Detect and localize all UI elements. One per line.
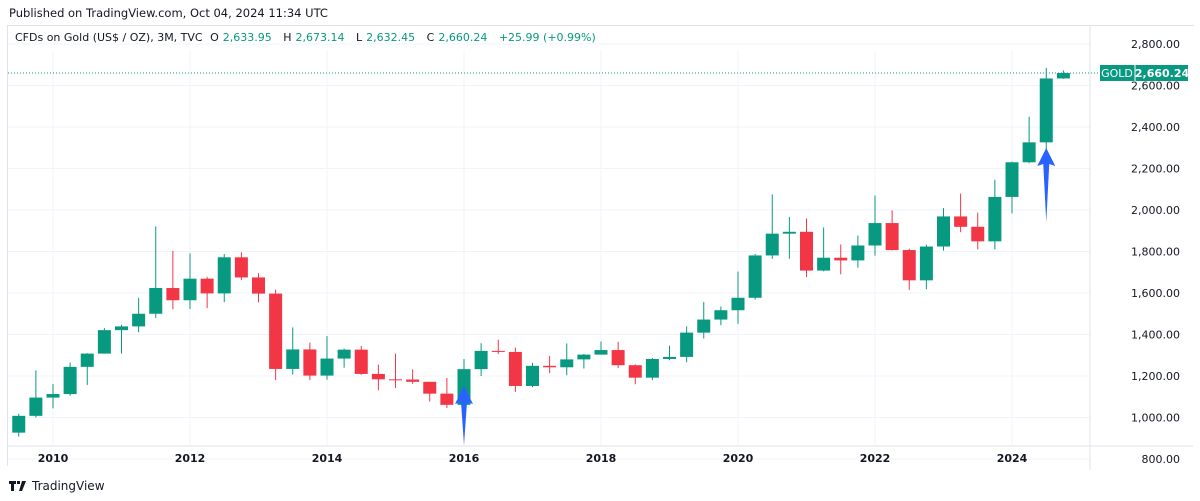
candle-body bbox=[834, 257, 848, 261]
candle-body bbox=[971, 226, 985, 242]
arrow-up-icon bbox=[455, 386, 473, 445]
y-tick-label: 2,600.00 bbox=[1131, 80, 1180, 93]
low-value: L 2,632.45 bbox=[356, 31, 416, 44]
arrow-up-icon bbox=[1037, 148, 1056, 222]
candle-body bbox=[628, 365, 642, 378]
price-tag bbox=[1100, 65, 1188, 82]
candle-body bbox=[817, 257, 831, 271]
y-tick-label: 1,000.00 bbox=[1131, 412, 1180, 425]
price-tag-value: 2,660.24 bbox=[1135, 67, 1190, 80]
x-tick-label: 2018 bbox=[586, 452, 617, 465]
x-tick-label: 2020 bbox=[723, 452, 754, 465]
candle-body bbox=[902, 250, 916, 281]
candle-body bbox=[354, 349, 368, 374]
candle-body bbox=[269, 293, 283, 369]
candle-body bbox=[166, 288, 180, 301]
candle-body bbox=[645, 358, 659, 378]
candle-body bbox=[714, 310, 728, 320]
candle-body bbox=[149, 288, 163, 314]
close-value: C 2,660.24 bbox=[426, 31, 488, 44]
y-tick-label: 1,800.00 bbox=[1131, 246, 1180, 259]
candle-body bbox=[252, 277, 265, 294]
y-tick-label: 1,400.00 bbox=[1131, 329, 1180, 342]
candle-body bbox=[1005, 162, 1019, 197]
candle-body bbox=[748, 255, 762, 298]
high-value: H 2,673.14 bbox=[283, 31, 345, 44]
x-tick-label: 2014 bbox=[312, 452, 343, 465]
candle-body bbox=[1039, 78, 1053, 143]
price-tag-symbol: GOLD bbox=[1101, 67, 1133, 80]
y-tick-label: 2,400.00 bbox=[1131, 121, 1180, 134]
symbol-title: CFDs on Gold (US$ / OZ), 3M, TVC bbox=[15, 31, 203, 44]
candle-body bbox=[389, 379, 402, 381]
candle-body bbox=[885, 223, 899, 251]
candle-body bbox=[919, 246, 933, 281]
candle-body bbox=[765, 233, 779, 256]
x-tick-label: 2010 bbox=[38, 452, 69, 465]
candle-body bbox=[234, 257, 248, 278]
candle-body bbox=[63, 366, 77, 395]
candle-body bbox=[46, 394, 60, 398]
candle-body bbox=[731, 297, 745, 311]
candle-body bbox=[800, 231, 813, 271]
candle-body bbox=[423, 381, 437, 394]
open-value: O 2,633.95 bbox=[210, 31, 272, 44]
candle-body bbox=[115, 326, 128, 331]
candle-body bbox=[680, 332, 694, 357]
candle-body bbox=[868, 223, 882, 246]
candle-body bbox=[594, 350, 608, 355]
x-tick-label: 2022 bbox=[860, 452, 891, 465]
candle-body bbox=[526, 365, 539, 386]
candle-body bbox=[183, 278, 197, 301]
candle-body bbox=[543, 365, 557, 368]
published-note: Published on TradingView.com, Oct 04, 20… bbox=[9, 6, 328, 20]
x-tick-label: 2012 bbox=[175, 452, 206, 465]
candle-body bbox=[663, 356, 676, 359]
candle-body bbox=[217, 257, 231, 294]
x-tick-label: 2024 bbox=[997, 452, 1028, 465]
candle-body bbox=[200, 278, 214, 294]
y-tick-label: 2,000.00 bbox=[1131, 204, 1180, 217]
candle-body bbox=[80, 353, 94, 367]
candle-body bbox=[937, 216, 950, 247]
candle-body bbox=[132, 313, 146, 327]
brand-name: TradingView bbox=[32, 479, 105, 493]
candle-body bbox=[29, 397, 43, 416]
candle-body bbox=[851, 245, 865, 261]
candle-body bbox=[697, 319, 711, 333]
y-tick-label: 800.00 bbox=[1142, 453, 1181, 466]
change-value: +25.99 (+0.99%) bbox=[498, 31, 596, 44]
candle-body bbox=[406, 379, 420, 382]
y-tick-label: 2,200.00 bbox=[1131, 163, 1180, 176]
candle-body bbox=[97, 330, 111, 354]
candle-body bbox=[12, 415, 26, 433]
candle-body bbox=[491, 350, 505, 352]
candle-body bbox=[954, 216, 968, 227]
candle-body bbox=[474, 350, 488, 370]
candle-body bbox=[320, 358, 334, 376]
candle-body bbox=[286, 349, 300, 369]
tradingview-logo-icon bbox=[9, 481, 26, 491]
candle-body bbox=[611, 350, 625, 366]
candle-body bbox=[988, 196, 1002, 242]
candle-body bbox=[577, 354, 591, 360]
candle-body bbox=[560, 359, 574, 368]
candle-body bbox=[371, 373, 385, 380]
candle-body bbox=[782, 231, 796, 234]
x-tick-label: 2016 bbox=[449, 452, 480, 465]
y-tick-label: 1,200.00 bbox=[1131, 370, 1180, 383]
chart-frame bbox=[7, 25, 1194, 466]
footer-brand: TradingView bbox=[9, 479, 105, 493]
candle-body bbox=[337, 349, 351, 359]
candle-body bbox=[303, 349, 317, 376]
candle-body bbox=[508, 351, 522, 386]
y-tick-label: 1,600.00 bbox=[1131, 287, 1180, 300]
symbol-legend: CFDs on Gold (US$ / OZ), 3M, TVC O 2,633.… bbox=[15, 31, 600, 44]
candle-body bbox=[440, 393, 454, 405]
y-tick-label: 2,800.00 bbox=[1131, 38, 1180, 51]
candle-body bbox=[1056, 73, 1070, 79]
candle-body bbox=[1022, 142, 1036, 163]
